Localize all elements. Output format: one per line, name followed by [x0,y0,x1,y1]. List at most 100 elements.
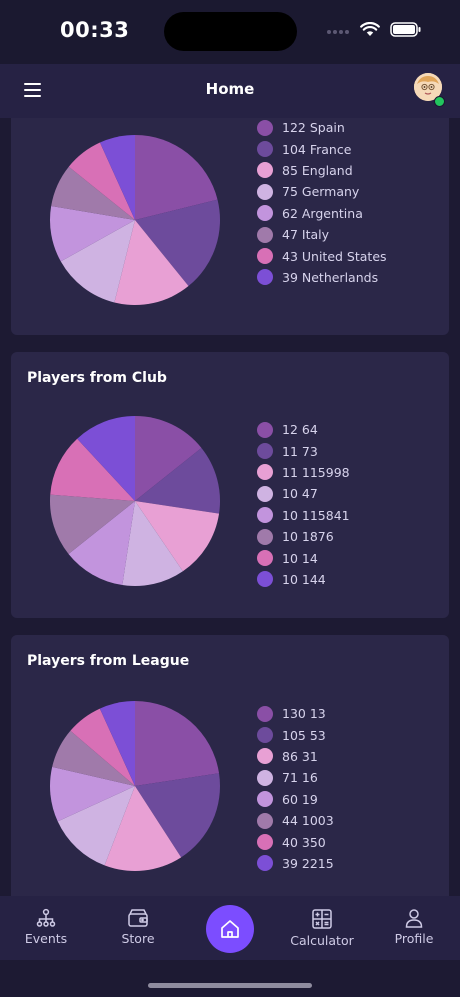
legend-label: 10 47 [282,486,318,502]
pie-slice-115841 [68,501,135,586]
nav-item-profile[interactable]: Profile [368,896,460,960]
legend-label: 11 115998 [282,464,350,480]
pie-slice-netherlands [99,135,135,220]
nav-item-events[interactable]: Events [0,896,92,960]
legend-item: 71 16 [257,767,334,788]
pie-chart-countries [50,135,221,305]
legend-countries: 122 Spain 104 France 85 England 75 Germany 6… [257,118,387,288]
pie-slice-england [114,220,189,305]
card-title-club: Players from Club [27,370,167,386]
legend-label: 10 144 [282,571,326,587]
legend-item: 39 Netherlands [257,267,387,288]
legend-item: 47 Italy [257,224,387,245]
legend-swatch [257,791,273,808]
legend-swatch [257,485,273,502]
pie-slice-argentina [50,205,136,262]
pie-slice-31 [104,786,182,872]
legend-item: 122 Spain [257,118,387,138]
legend-item: 86 31 [257,746,334,767]
legend-item: 40 350 [257,831,334,852]
legend-swatch [257,141,273,158]
home-indicator [148,983,312,988]
legend-item: 130 13 [257,703,334,724]
profile-icon [405,909,423,928]
nav-label-events: Events [24,931,68,946]
pie-slice-italy [51,166,135,220]
legend-label: 40 350 [282,834,326,850]
pie-slice-64 [135,416,202,501]
pie-slice-47 [122,501,183,586]
legend-swatch [257,550,273,567]
legend-league: 130 13 105 53 86 31 71 16 60 19 44 1003 40 350… [257,703,334,874]
home-button[interactable] [206,905,254,953]
pie-chart-club [50,416,221,586]
online-status-dot [434,96,445,107]
legend-label: 86 31 [282,748,318,764]
card-title-league: Players from League [27,653,190,669]
content-scroll[interactable]: 122 Spain 104 France 85 England 75 Germany 6… [0,118,460,896]
legend-swatch [257,269,273,286]
app-header: Home [0,64,460,118]
pie-slice-spain [135,135,218,220]
nav-label-calculator: Calculator [290,933,354,948]
legend-label: 130 13 [282,706,326,722]
home-indicator-area [0,960,460,997]
legend-swatch [257,183,273,200]
legend-label: 60 19 [282,791,318,807]
nav-item-calculator[interactable]: Calculator [276,896,368,960]
pie-slice-115998 [135,501,220,572]
legend-label: 104 France [282,141,352,157]
hamburger-menu-icon[interactable] [24,83,41,97]
pie-slice-53 [135,773,220,858]
legend-swatch [257,705,273,722]
legend-item: 75 Germany [257,181,387,202]
store-wallet-icon [128,909,148,927]
legend-label: 12 64 [282,422,318,438]
legend-label: 10 1876 [282,529,334,545]
legend-item: 10 47 [257,483,350,504]
legend-label: 105 53 [282,727,326,743]
org-chart-icon [36,908,56,927]
pie-chart-league [50,701,220,872]
legend-swatch [257,119,273,136]
calculator-icon [312,909,332,929]
pie-slice-350 [70,708,135,786]
legend-item: 62 Argentina [257,203,387,224]
nav-item-store[interactable]: Store [92,896,184,960]
legend-item: 12 64 [257,419,350,440]
legend-label: 85 England [282,162,353,178]
legend-swatch [257,162,273,179]
wifi-icon [360,22,380,36]
legend-swatch [257,226,273,243]
legend-item: 105 53 [257,724,334,745]
legend-item: 10 14 [257,547,350,568]
legend-label: 11 73 [282,443,318,459]
legend-swatch [257,769,273,786]
legend-swatch [257,205,273,222]
legend-label: 39 Netherlands [282,269,379,285]
legend-label: 44 1003 [282,813,334,829]
legend-label: 10 14 [282,550,318,566]
pie-slice-144 [77,416,135,501]
status-time: 00:33 [60,18,130,42]
legend-swatch [257,464,273,481]
legend-item: 10 1876 [257,526,350,547]
legend-swatch [257,855,273,872]
signal-icon [327,29,349,34]
pie-slice-1876 [50,494,135,554]
pie-slice-france [135,199,221,287]
legend-item: 104 France [257,138,387,159]
legend-label: 10 115841 [282,507,350,523]
pie-slice-united-states [68,142,135,220]
legend-label: 71 16 [282,770,318,786]
dynamic-island [164,12,297,51]
avatar-face-icon [414,73,442,101]
pie-slice-19 [50,766,135,822]
legend-swatch [257,812,273,829]
legend-label: 75 Germany [282,184,360,200]
legend-swatch [257,443,273,460]
legend-swatch [257,727,273,744]
legend-swatch [257,748,273,765]
legend-club: 12 64 11 73 11 115998 10 47 10 115841 10 1876… [257,419,350,590]
legend-label: 43 United States [282,248,387,264]
